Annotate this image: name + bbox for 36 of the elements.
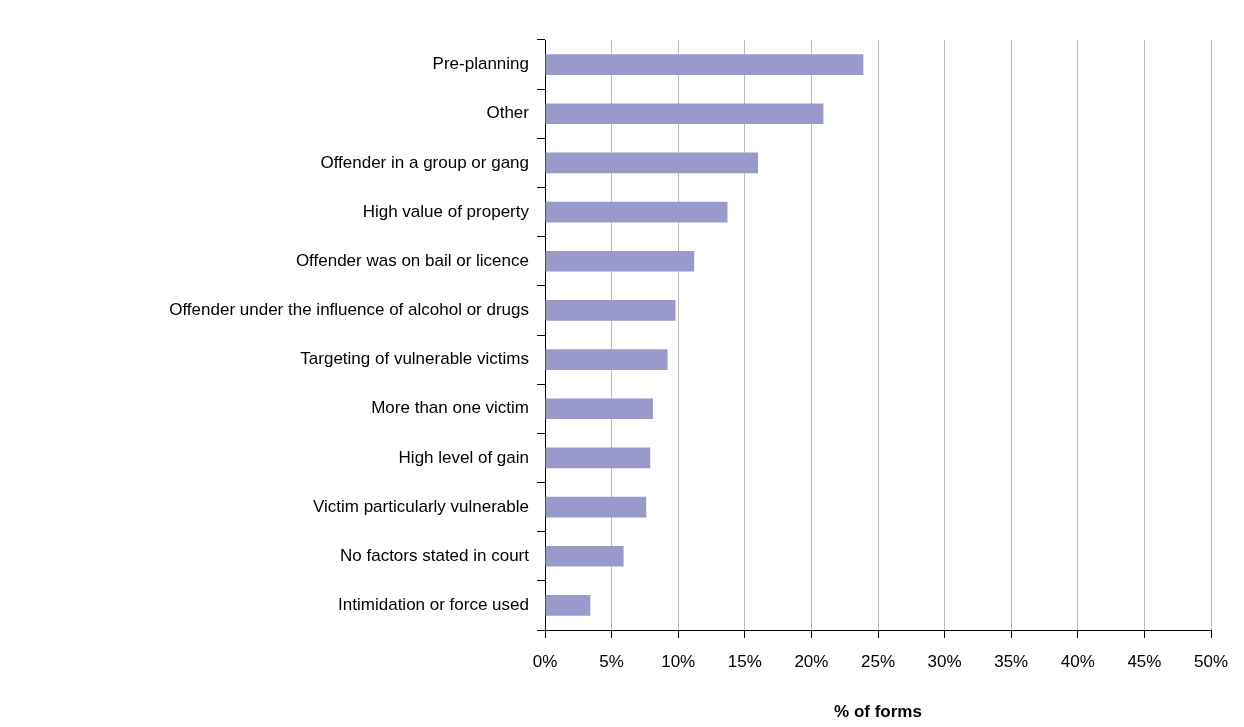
y-tick-label: Intimidation or force used [338, 595, 529, 615]
y-tick-label: Offender was on bail or licence [295, 250, 529, 270]
bar [545, 398, 653, 420]
x-tick-label: 10% [661, 651, 696, 671]
y-tick-label: No factors stated in court [340, 545, 530, 565]
bar [545, 201, 728, 223]
x-tick-label: 40% [1060, 651, 1095, 671]
bar [545, 447, 651, 469]
bar [545, 496, 647, 518]
y-tick-label: Offender in a group or gang [320, 152, 529, 172]
x-tick-label: 25% [860, 651, 896, 671]
bar [545, 54, 864, 75]
bar [545, 103, 824, 125]
x-tick-label: 45% [1127, 651, 1162, 671]
y-tick-label: High level of gain [398, 447, 529, 467]
y-tick-label: Targeting of vulnerable victims [300, 349, 529, 369]
x-tick-label: 20% [794, 651, 829, 671]
y-tick-label: Offender under the influence of alcohol or drugs [169, 300, 529, 320]
x-tick-label: 0% [532, 651, 558, 671]
x-tick-label: 5% [599, 651, 624, 671]
bar [545, 250, 695, 272]
x-tick-label: 15% [727, 651, 762, 671]
x-tick-label: 35% [994, 651, 1029, 671]
x-tick-label: 30% [927, 651, 962, 671]
y-tick-label: Pre-planning [432, 54, 529, 74]
x-tick-label: 50% [1193, 651, 1229, 671]
bar [545, 545, 624, 567]
y-tick-label: Victim particularly vulnerable [312, 496, 529, 516]
bar [545, 349, 668, 370]
bar [545, 152, 759, 174]
y-tick-label: More than one victim [371, 398, 529, 418]
bar [545, 300, 676, 321]
x-axis-title: % of forms [834, 702, 922, 722]
bar [545, 595, 591, 616]
y-tick-label: High value of property [362, 201, 530, 221]
y-tick-label: Other [486, 103, 530, 123]
